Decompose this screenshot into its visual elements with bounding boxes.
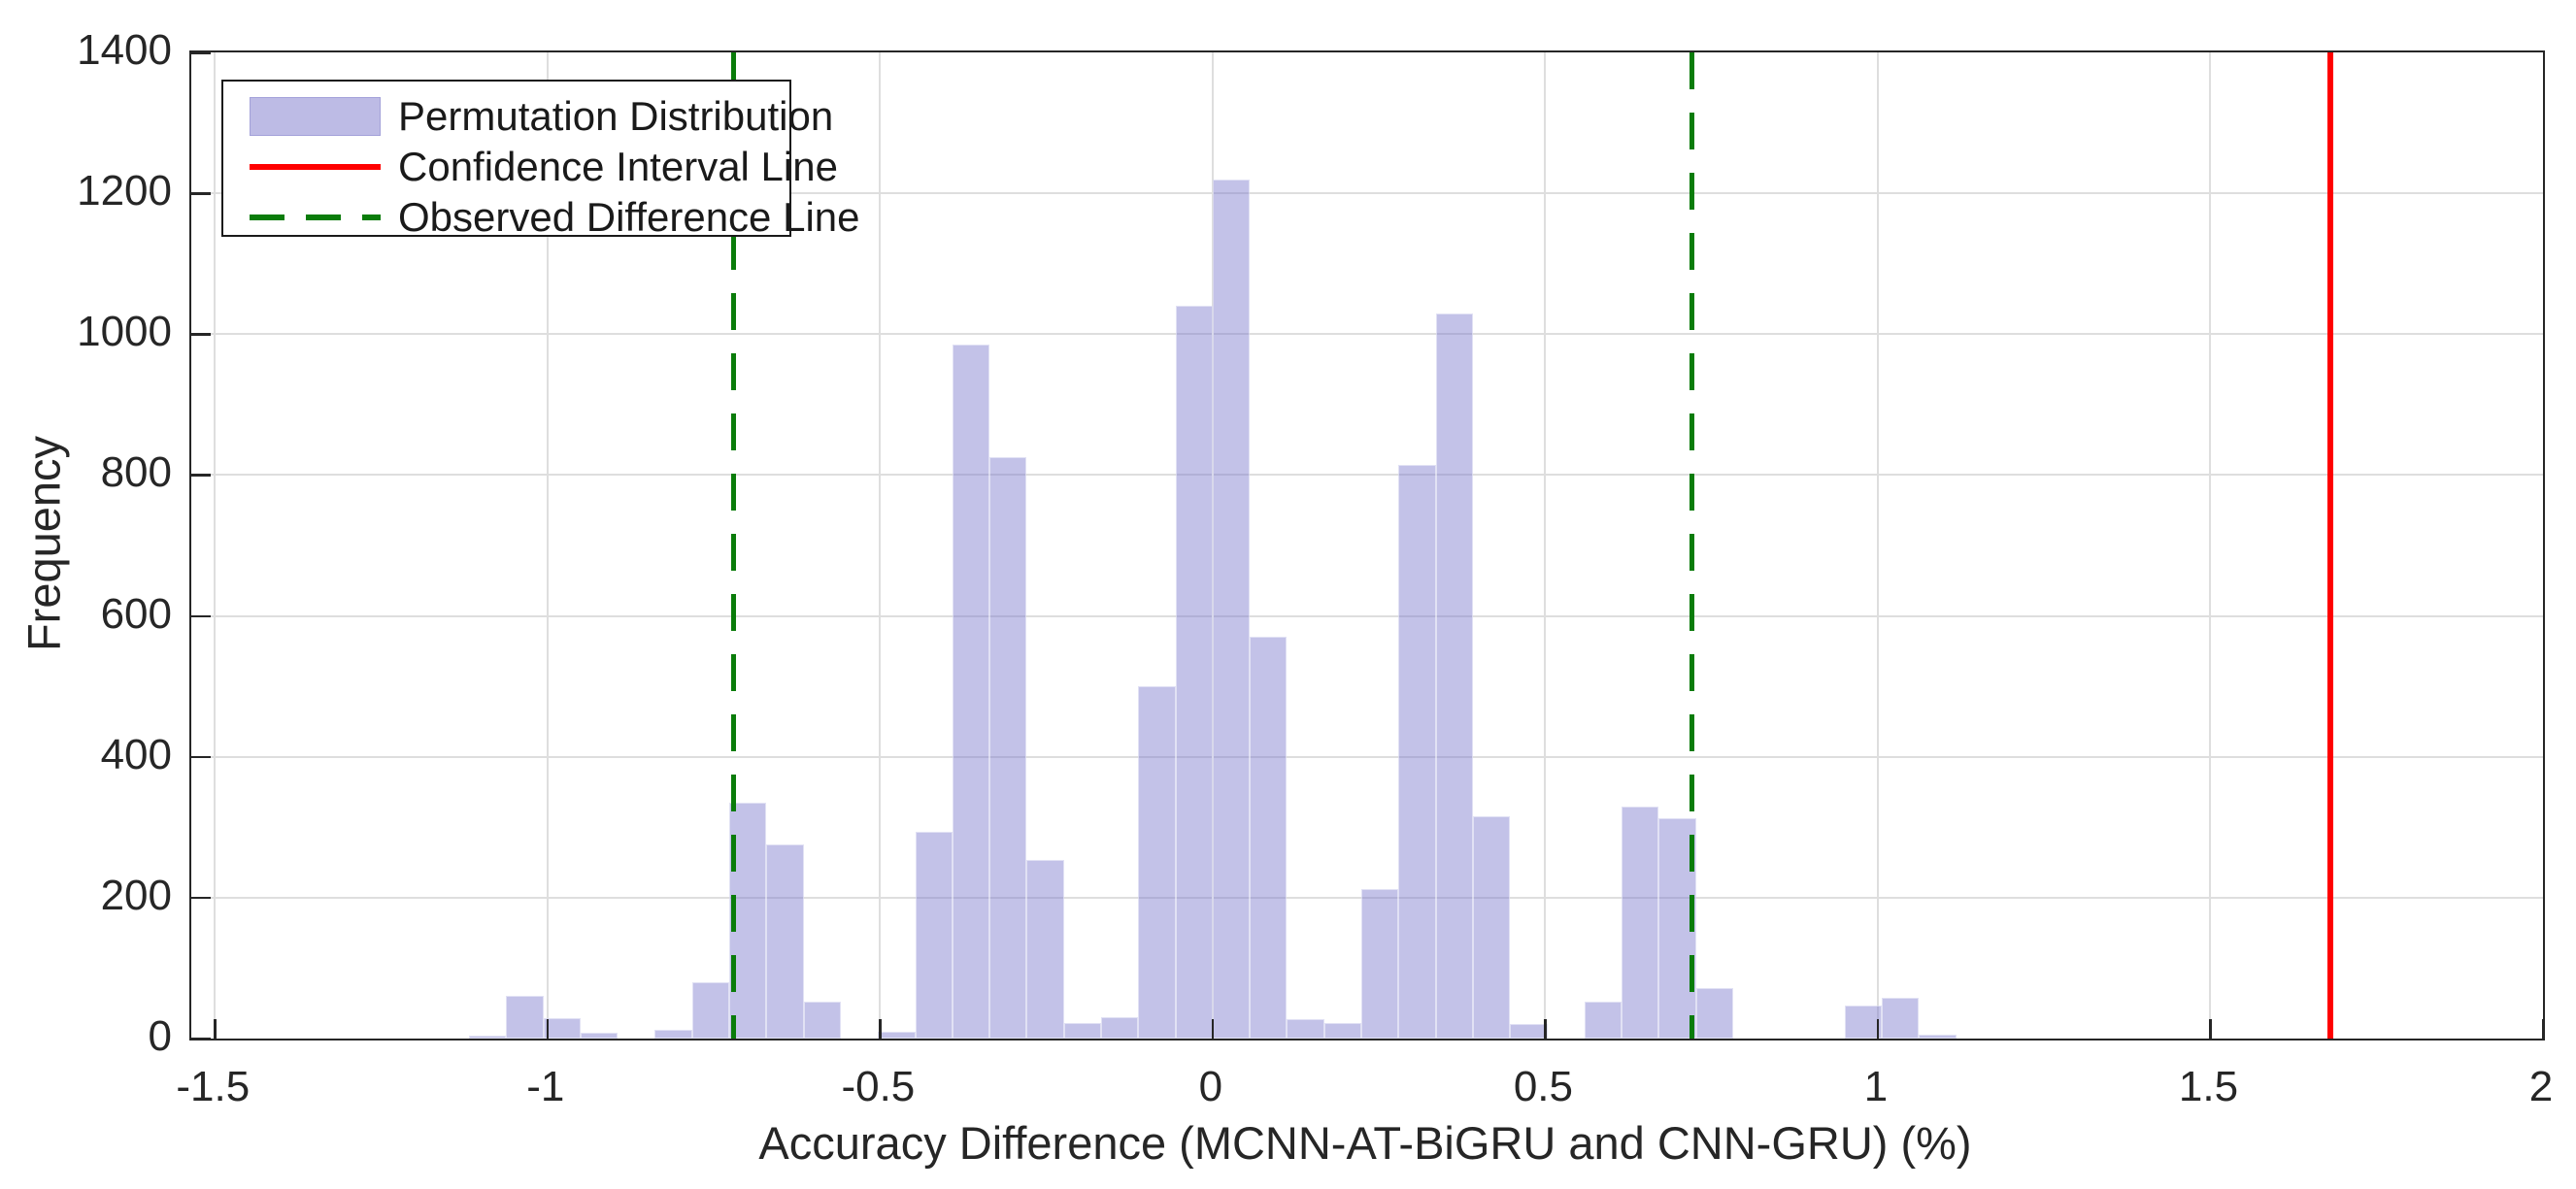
x-tick-mark: [1211, 1019, 1215, 1039]
legend-row-observed-difference: Observed Difference Line: [223, 192, 860, 243]
solid-line-swatch-icon: [250, 142, 381, 192]
legend-label-observed-difference: Observed Difference Line: [398, 194, 860, 240]
x-tick-label: 1: [1863, 1063, 1889, 1110]
histogram-bar: [952, 345, 990, 1039]
histogram-bar: [1622, 806, 1659, 1039]
x-gridline: [2209, 52, 2212, 1039]
x-tick-mark: [2542, 1019, 2545, 1039]
histogram-bar: [1510, 1024, 1548, 1039]
legend-row-confidence-interval: Confidence Interval Line: [223, 142, 838, 192]
histogram-bar: [543, 1017, 581, 1039]
y-tick-mark: [191, 896, 211, 900]
x-tick-label: -1: [526, 1063, 565, 1110]
y-axis-label: Frequency: [17, 435, 70, 652]
histogram-bar: [1175, 306, 1213, 1039]
x-tick-mark: [1876, 1019, 1880, 1039]
x-tick-label: -1.5: [176, 1063, 251, 1110]
histogram-bar: [1138, 686, 1176, 1039]
y-tick-mark: [191, 51, 211, 54]
histogram-bar: [1250, 637, 1288, 1039]
observed-difference-line-left: [731, 52, 737, 1039]
x-tick-mark: [1544, 1019, 1547, 1039]
y-tick-mark: [191, 192, 211, 195]
x-gridline: [1876, 52, 1879, 1039]
histogram-bar: [1063, 1023, 1101, 1039]
histogram-bar: [1212, 179, 1251, 1039]
y-tick-label: 600: [100, 589, 172, 638]
y-tick-mark: [191, 614, 211, 618]
y-gridline: [191, 192, 2543, 195]
histogram-bar: [691, 981, 730, 1039]
x-axis-label: Accuracy Difference (MCNN-AT-BiGRU and C…: [758, 1117, 1972, 1169]
histogram-bar: [1398, 464, 1436, 1039]
y-gridline: [191, 755, 2543, 758]
y-tick-mark: [191, 474, 211, 477]
reference-lines-layer: [191, 52, 2543, 1039]
x-tick-mark: [2209, 1019, 2212, 1039]
histogram-bar: [1026, 860, 1064, 1039]
histogram-bar: [1844, 1005, 1883, 1039]
y-gridline: [191, 333, 2543, 336]
y-tick-label: 1400: [77, 26, 172, 74]
x-gridline: [879, 52, 882, 1039]
y-tick-mark: [191, 333, 211, 336]
histogram-swatch-icon: [250, 91, 381, 142]
x-gridline: [546, 52, 549, 1039]
legend-label-permutation-distribution: Permutation Distribution: [398, 93, 834, 139]
histogram-bar: [1584, 1002, 1623, 1039]
x-tick-label: 2: [2528, 1063, 2554, 1110]
legend-label-confidence-interval: Confidence Interval Line: [398, 144, 838, 189]
y-tick-label: 200: [100, 871, 172, 919]
x-tick-mark: [546, 1019, 550, 1039]
x-tick-mark: [879, 1019, 882, 1039]
histogram-bar: [766, 844, 804, 1039]
x-tick-label: 0.5: [1513, 1063, 1574, 1110]
histogram-bar: [469, 1036, 507, 1039]
y-tick-mark: [191, 1038, 211, 1040]
y-tick-label: 1000: [77, 308, 172, 356]
histogram-bar: [1695, 987, 1733, 1039]
x-tick-label: -0.5: [841, 1063, 916, 1110]
y-gridline: [191, 896, 2543, 899]
histogram-bar: [1101, 1016, 1139, 1039]
y-tick-label: 0: [148, 1012, 172, 1060]
x-tick-label: 1.5: [2178, 1063, 2239, 1110]
histogram-bars-layer: [191, 52, 2543, 1039]
histogram-bar: [654, 1030, 692, 1039]
confidence-interval-line: [2326, 52, 2333, 1039]
y-tick-label: 1200: [77, 167, 172, 215]
y-tick-label: 400: [100, 730, 172, 778]
histogram-bar: [915, 832, 953, 1039]
histogram-bar: [1435, 313, 1473, 1039]
observed-difference-line-right: [1689, 52, 1694, 1039]
tick-marks-layer: [191, 51, 2545, 1040]
histogram-bar: [1287, 1019, 1324, 1039]
histogram-bar: [1882, 997, 1920, 1039]
x-tick-label: 0: [1198, 1063, 1223, 1110]
legend-box: Permutation Distribution Confidence Inte…: [221, 80, 860, 240]
histogram-bar: [580, 1033, 619, 1039]
dashed-line-swatch-icon: [250, 192, 381, 243]
histogram-bar: [803, 1002, 841, 1039]
histogram-bar: [1919, 1035, 1957, 1039]
histogram-bar: [989, 457, 1027, 1039]
histogram-bar: [1323, 1023, 1362, 1039]
x-tick-mark: [214, 1019, 217, 1039]
y-gridline: [191, 614, 2543, 617]
histogram-bar: [1361, 889, 1399, 1039]
histogram-bar: [1472, 816, 1511, 1039]
x-gridline: [1544, 52, 1547, 1039]
histogram-bar: [506, 996, 544, 1039]
x-gridline: [214, 52, 217, 1039]
y-tick-mark: [191, 755, 211, 759]
legend-row-permutation-distribution: Permutation Distribution: [223, 91, 833, 142]
y-tick-label: 800: [100, 448, 172, 497]
y-gridline: [191, 474, 2543, 477]
histogram-bar: [878, 1031, 916, 1039]
